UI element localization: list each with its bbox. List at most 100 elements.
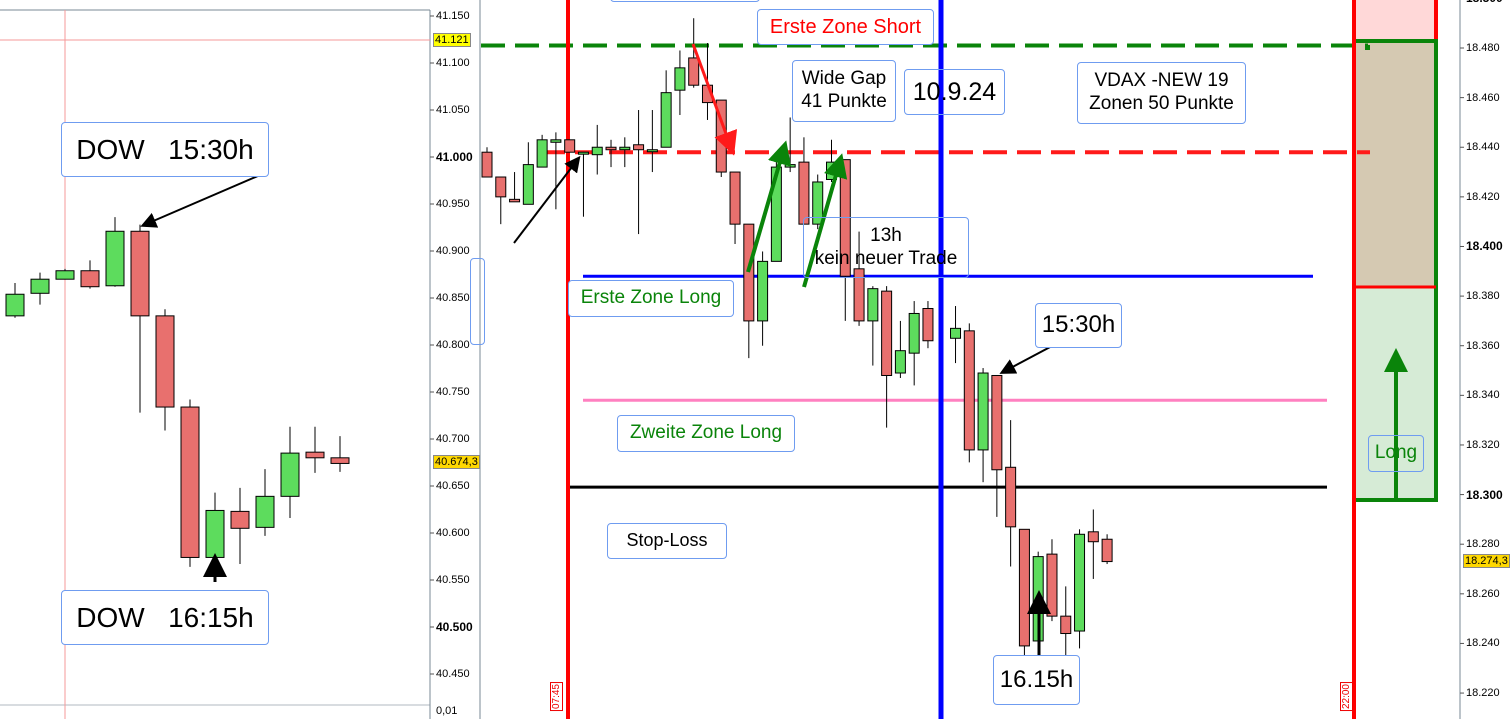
candle-down[interactable]: [1046, 553, 1058, 617]
dax-current-price-badge: 18.274,3: [1463, 554, 1510, 568]
annotation-erste-zone-short[interactable]: Erste Zone Short: [757, 9, 934, 45]
time-label-start: 07:45: [550, 682, 563, 712]
candle-down[interactable]: [1005, 466, 1017, 528]
candle-down[interactable]: [853, 268, 865, 322]
candle-up[interactable]: [522, 164, 534, 205]
candle-up[interactable]: [812, 181, 824, 225]
arrow-dow-1530: [140, 171, 268, 228]
candle-up[interactable]: [536, 139, 548, 168]
annotation-date[interactable]: 10.9.24: [904, 69, 1005, 115]
candle-up[interactable]: [646, 149, 658, 153]
candle-up[interactable]: [550, 139, 562, 143]
candle-up[interactable]: [784, 164, 796, 168]
vdax-line-1: VDAX -NEW 19: [1094, 70, 1229, 92]
annotation-stop-loss[interactable]: Stop-Loss: [607, 523, 727, 559]
candle-down[interactable]: [798, 161, 810, 225]
candle-down[interactable]: [305, 451, 325, 459]
candle-down[interactable]: [180, 406, 200, 558]
candle-down[interactable]: [633, 144, 645, 151]
candle-down[interactable]: [963, 330, 975, 451]
dow-candles: [5, 217, 350, 567]
annotation-vdax[interactable]: VDAX -NEW 19 Zonen 50 Punkte: [1077, 62, 1246, 124]
candle-down[interactable]: [481, 151, 493, 178]
wide-gap-line-2: 41 Punkte: [801, 91, 887, 112]
candle-up[interactable]: [977, 372, 989, 451]
candle-up[interactable]: [1074, 533, 1086, 632]
candle-down[interactable]: [564, 139, 576, 153]
axis-tick-label: 41.100: [436, 57, 470, 69]
candle-down[interactable]: [495, 176, 507, 198]
axis-tick-label: 18.440: [1466, 141, 1500, 154]
no-trade-line-2: kein neuer Trade: [814, 247, 958, 269]
candle-down[interactable]: [509, 198, 521, 203]
candle-down[interactable]: [1060, 615, 1072, 635]
candle-up[interactable]: [30, 278, 50, 294]
axis-tick-label: 18.340: [1466, 389, 1500, 402]
candle-down[interactable]: [991, 374, 1003, 471]
candle-down[interactable]: [688, 57, 700, 86]
candle-up[interactable]: [205, 509, 225, 558]
candle-up[interactable]: [105, 230, 125, 287]
annotation-1530[interactable]: 15:30h: [1035, 303, 1122, 348]
annotation-no-trade[interactable]: 13h kein neuer Trade: [803, 217, 969, 278]
candle-down[interactable]: [1018, 528, 1030, 647]
candle-down[interactable]: [80, 270, 100, 288]
crosshair-price-badge: 41.121: [433, 33, 471, 47]
axis-tick-label: 18.260: [1466, 587, 1500, 600]
candle-up[interactable]: [55, 270, 75, 280]
candle-up[interactable]: [674, 67, 686, 91]
candle-up[interactable]: [950, 327, 962, 339]
arrow-short: [691, 43, 738, 156]
axis-tick-label: 40.800: [436, 339, 470, 351]
candle-up[interactable]: [5, 293, 25, 317]
axis-tick-label: 40.850: [436, 292, 470, 304]
axis-tick-label: 18.220: [1466, 687, 1500, 700]
zone-mid-area: [1356, 40, 1436, 287]
candle-down[interactable]: [881, 290, 893, 376]
annotation-zweite-zone-long[interactable]: Zweite Zone Long: [617, 415, 795, 452]
annotation-erste-zone-long[interactable]: Erste Zone Long: [568, 280, 734, 317]
candle-down[interactable]: [330, 457, 350, 464]
candle-down[interactable]: [1087, 531, 1099, 543]
candle-down[interactable]: [605, 146, 617, 151]
axis-tick-label: 40.750: [436, 386, 470, 398]
candle-up[interactable]: [255, 495, 275, 528]
candle-up[interactable]: [660, 92, 672, 148]
axis-tick-label: 18.280: [1466, 538, 1500, 551]
annotation-dow-1615[interactable]: DOW 16:15h: [61, 590, 269, 645]
candle-up[interactable]: [894, 350, 906, 374]
partial-annotation-box-top[interactable]: [610, 0, 760, 2]
axis-tick-label: 41.150: [436, 10, 470, 22]
annotation-long[interactable]: Long: [1368, 435, 1424, 472]
candle-up[interactable]: [908, 312, 920, 354]
annotation-wide-gap[interactable]: Wide Gap 41 Punkte: [792, 60, 896, 122]
candle-down[interactable]: [155, 315, 175, 408]
candle-up[interactable]: [757, 260, 769, 322]
price-levels: [481, 43, 1370, 489]
wide-gap-line-1: Wide Gap: [801, 68, 887, 90]
partial-annotation-box[interactable]: [470, 258, 485, 345]
candle-up[interactable]: [280, 452, 300, 497]
candle-up[interactable]: [619, 146, 631, 151]
axis-tick-label: 18.360: [1466, 339, 1500, 352]
candle-up[interactable]: [591, 146, 603, 156]
candle-down[interactable]: [922, 308, 934, 342]
axis-tick-label: 18.380: [1466, 290, 1500, 303]
candle-up[interactable]: [577, 151, 589, 155]
candle-up[interactable]: [867, 288, 879, 322]
candle-down[interactable]: [743, 223, 755, 322]
vdax-line-2: Zonen 50 Punkte: [1089, 93, 1234, 114]
axis-tick-label: 18.420: [1466, 190, 1500, 203]
candle-down[interactable]: [1101, 538, 1113, 563]
axis-tick-label: 40.950: [436, 198, 470, 210]
annotation-dow-1530[interactable]: DOW 15:30h: [61, 122, 269, 177]
candle-down[interactable]: [130, 230, 150, 317]
annotation-1615[interactable]: 16.15h: [993, 655, 1080, 705]
axis-tick-label: 18.400: [1466, 239, 1503, 254]
no-trade-line-1: 13h: [870, 224, 902, 246]
axis-tick-label: 40.550: [436, 574, 470, 586]
candle-down[interactable]: [729, 171, 741, 225]
arrow-1530: [999, 345, 1053, 374]
candle-down[interactable]: [230, 510, 250, 529]
